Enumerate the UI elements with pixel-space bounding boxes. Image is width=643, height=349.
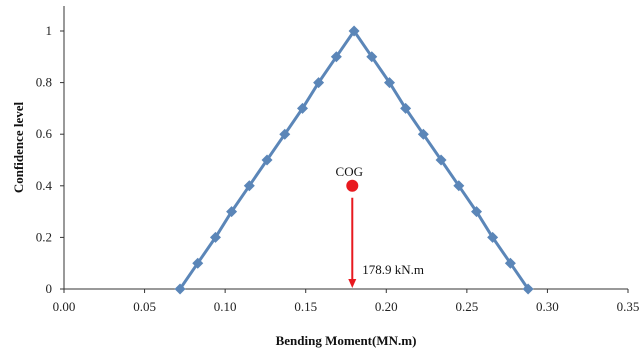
data-point-marker (330, 51, 342, 63)
x-tick-label: 0.20 (375, 299, 398, 314)
data-point-marker (192, 257, 204, 269)
data-point-marker (417, 128, 429, 140)
data-point-marker (366, 51, 378, 63)
data-point-marker (296, 102, 308, 114)
data-point-marker (453, 180, 465, 192)
x-tick-label: 0.00 (53, 299, 76, 314)
data-point-marker (400, 102, 412, 114)
data-point-marker (209, 231, 221, 243)
data-point-marker (279, 128, 291, 140)
data-point-marker (226, 206, 238, 218)
annotation-layer: COG 178.9 kN.m (336, 164, 424, 288)
arrow-value-label: 178.9 kN.m (362, 262, 424, 277)
y-tick-label: 0.4 (36, 178, 53, 193)
data-point-marker (384, 77, 396, 89)
x-tick-label: 0.25 (455, 299, 478, 314)
x-tick-label: 0.30 (536, 299, 559, 314)
data-point-marker (504, 257, 516, 269)
data-point-marker (174, 283, 186, 295)
data-point-marker (261, 154, 273, 166)
data-point-marker (313, 77, 325, 89)
y-tick-label: 0.6 (36, 126, 53, 141)
tick-labels: 0 0.2 0.4 0.6 0.8 1 0.00 0.05 0.10 0.15 0.20 0.25 0.… (36, 23, 640, 314)
data-point-marker (348, 25, 360, 37)
x-tick-label: 0.10 (214, 299, 237, 314)
data-point-marker (243, 180, 255, 192)
x-tick-label: 0.15 (294, 299, 317, 314)
y-tick-label: 0.8 (36, 75, 52, 90)
y-axis-title: Confidence level (11, 101, 26, 193)
data-point-marker (471, 206, 483, 218)
x-axis-title: Bending Moment(MN.m) (276, 333, 417, 348)
data-point-marker (487, 231, 499, 243)
series-line (178, 29, 530, 290)
cog-label: COG (336, 164, 363, 179)
y-tick-label: 1 (46, 23, 53, 38)
cog-marker (346, 179, 359, 192)
axes (60, 6, 629, 293)
cog-arrow-head (348, 279, 357, 288)
x-tick-label: 0.35 (617, 299, 640, 314)
y-tick-label: 0 (46, 281, 53, 296)
data-point-marker (522, 283, 534, 295)
data-point-marker (435, 154, 447, 166)
y-tick-label: 0.2 (36, 229, 52, 244)
x-tick-label: 0.05 (133, 299, 156, 314)
series-layer (174, 25, 534, 295)
